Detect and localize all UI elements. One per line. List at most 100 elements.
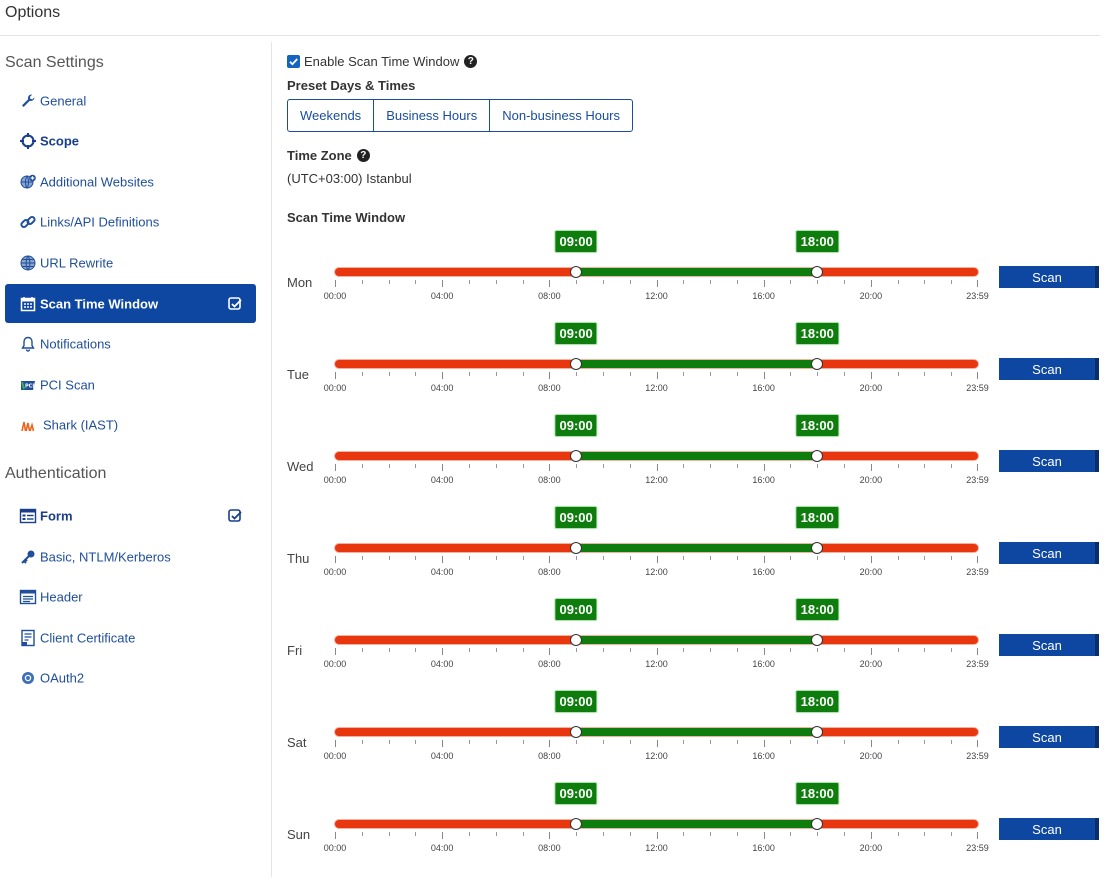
hour-tick xyxy=(951,556,953,560)
sidebar-item-notifications[interactable]: Notifications xyxy=(5,324,256,363)
hour-tick xyxy=(415,832,417,836)
time-range-slider[interactable] xyxy=(335,266,978,278)
scan-settings-heading: Scan Settings xyxy=(5,54,104,71)
hour-tick xyxy=(549,648,551,655)
hour-tick xyxy=(629,740,631,744)
enable-label[interactable]: Enable Scan Time Window xyxy=(304,53,460,69)
sidebar-item-oauth2[interactable]: OAuth2 xyxy=(5,658,256,697)
hour-tick xyxy=(629,648,631,652)
sidebar-item-general[interactable]: General xyxy=(5,81,256,120)
hour-tick xyxy=(495,280,497,284)
end-handle[interactable] xyxy=(811,450,824,462)
tick-label: 04:00 xyxy=(430,659,454,669)
sidebar-item-form[interactable]: Form xyxy=(5,496,256,535)
allowed-range-fill xyxy=(576,360,818,368)
title-divider xyxy=(0,35,1100,36)
hour-tick xyxy=(951,464,953,468)
scan-toggle-sun[interactable]: Scan xyxy=(999,818,1099,840)
scan-toggle-thu[interactable]: Scan xyxy=(999,542,1099,564)
preset-business-hours-button[interactable]: Business Hours xyxy=(373,99,491,132)
sidebar-item-scan-time-window[interactable]: Scan Time Window xyxy=(5,284,256,323)
time-range-slider[interactable] xyxy=(335,726,978,738)
tick-label: 20:00 xyxy=(859,751,883,761)
scan-toggle-fri[interactable]: Scan xyxy=(999,634,1099,656)
hour-tick xyxy=(388,740,390,744)
scan-toggle-tue[interactable]: Scan xyxy=(999,358,1099,380)
help-icon[interactable]: ? xyxy=(356,149,370,162)
time-range-slider[interactable] xyxy=(335,818,978,830)
end-handle[interactable] xyxy=(811,358,824,370)
time-range-slider[interactable] xyxy=(335,542,978,554)
hour-ticks xyxy=(335,280,978,288)
end-handle[interactable] xyxy=(811,266,824,278)
sidebar-item-basic-ntlm[interactable]: Basic, NTLM/Kerberos xyxy=(5,537,256,576)
hour-tick xyxy=(683,372,685,376)
sidebar-item-scope[interactable]: Scope xyxy=(5,121,256,160)
hour-tick xyxy=(468,740,470,744)
time-zone-value[interactable]: (UTC+03:00) Istanbul xyxy=(287,171,412,186)
end-handle[interactable] xyxy=(811,634,824,646)
scan-toggle-sat[interactable]: Scan xyxy=(999,726,1099,748)
hour-tick xyxy=(683,464,685,468)
hour-tick xyxy=(522,832,524,836)
enable-checkbox[interactable] xyxy=(287,54,300,68)
hour-tick xyxy=(629,280,631,284)
time-range-slider[interactable] xyxy=(335,450,978,462)
start-handle[interactable] xyxy=(570,450,583,462)
hour-tick xyxy=(656,740,658,747)
scan-toggle-mon[interactable]: Scan xyxy=(999,266,1099,288)
start-handle[interactable] xyxy=(570,358,583,370)
time-range-slider[interactable] xyxy=(335,634,978,646)
start-handle[interactable] xyxy=(570,266,583,278)
day-label: Wed xyxy=(287,459,314,474)
start-handle[interactable] xyxy=(570,542,583,554)
hour-tick xyxy=(522,464,524,468)
scan-toggle-wed[interactable]: Scan xyxy=(999,450,1099,472)
enable-scan-time-window-row[interactable]: Enable Scan Time Window ? xyxy=(287,52,478,70)
day-label: Mon xyxy=(287,275,313,290)
end-time-badge: 18:00 xyxy=(795,230,839,253)
sidebar-item-label: Additional Websites xyxy=(40,174,154,189)
end-handle[interactable] xyxy=(811,726,824,738)
preset-weekends-button[interactable]: Weekends xyxy=(287,99,375,132)
hour-tick xyxy=(951,740,953,744)
start-handle[interactable] xyxy=(570,634,583,646)
sidebar-item-additional-websites[interactable]: Additional Websites xyxy=(5,162,256,201)
start-handle[interactable] xyxy=(570,818,583,830)
oauth-icon xyxy=(19,669,37,687)
day-label: Thu xyxy=(287,551,310,566)
time-range-slider[interactable] xyxy=(335,358,978,370)
sidebar-item-links-api[interactable]: Links/API Definitions xyxy=(5,202,256,241)
hour-tick xyxy=(335,372,336,379)
hour-tick xyxy=(897,740,899,744)
sidebar-item-pci-scan[interactable]: PCI PCI Scan xyxy=(5,365,256,404)
sidebar-item-header[interactable]: Header xyxy=(5,577,256,616)
end-handle[interactable] xyxy=(811,542,824,554)
tick-label: 12:00 xyxy=(645,291,668,301)
hour-tick xyxy=(817,832,819,836)
hour-tick xyxy=(602,556,604,560)
tick-label: 00:00 xyxy=(323,291,347,301)
hour-tick xyxy=(683,556,685,560)
day-label: Sun xyxy=(287,827,311,842)
help-icon[interactable]: ? xyxy=(464,54,478,68)
hour-tick-labels: 00:00 04:00 08:00 12:00 16:00 20:00 23:59 xyxy=(324,843,989,855)
sidebar-item-shark-iast[interactable]: Shark (IAST) xyxy=(5,405,256,444)
hour-ticks xyxy=(335,464,978,472)
start-time-badge: 09:00 xyxy=(554,414,598,437)
globe-plus-icon xyxy=(19,173,37,191)
sidebar-divider xyxy=(271,42,272,877)
tick-label: 08:00 xyxy=(538,567,561,577)
hour-tick xyxy=(495,372,497,376)
hour-tick xyxy=(495,740,497,744)
sidebar-item-url-rewrite[interactable]: URL Rewrite xyxy=(5,243,256,282)
sidebar-item-label: Scope xyxy=(40,133,80,148)
preset-non-business-hours-button[interactable]: Non-business Hours xyxy=(489,99,634,132)
hour-tick xyxy=(602,740,604,744)
start-handle[interactable] xyxy=(570,726,583,738)
end-handle[interactable] xyxy=(811,818,824,830)
hour-tick xyxy=(549,832,551,839)
tick-label: 20:00 xyxy=(859,659,883,669)
sidebar-item-client-certificate[interactable]: Client Certificate xyxy=(5,618,256,657)
hour-tick xyxy=(361,740,363,744)
